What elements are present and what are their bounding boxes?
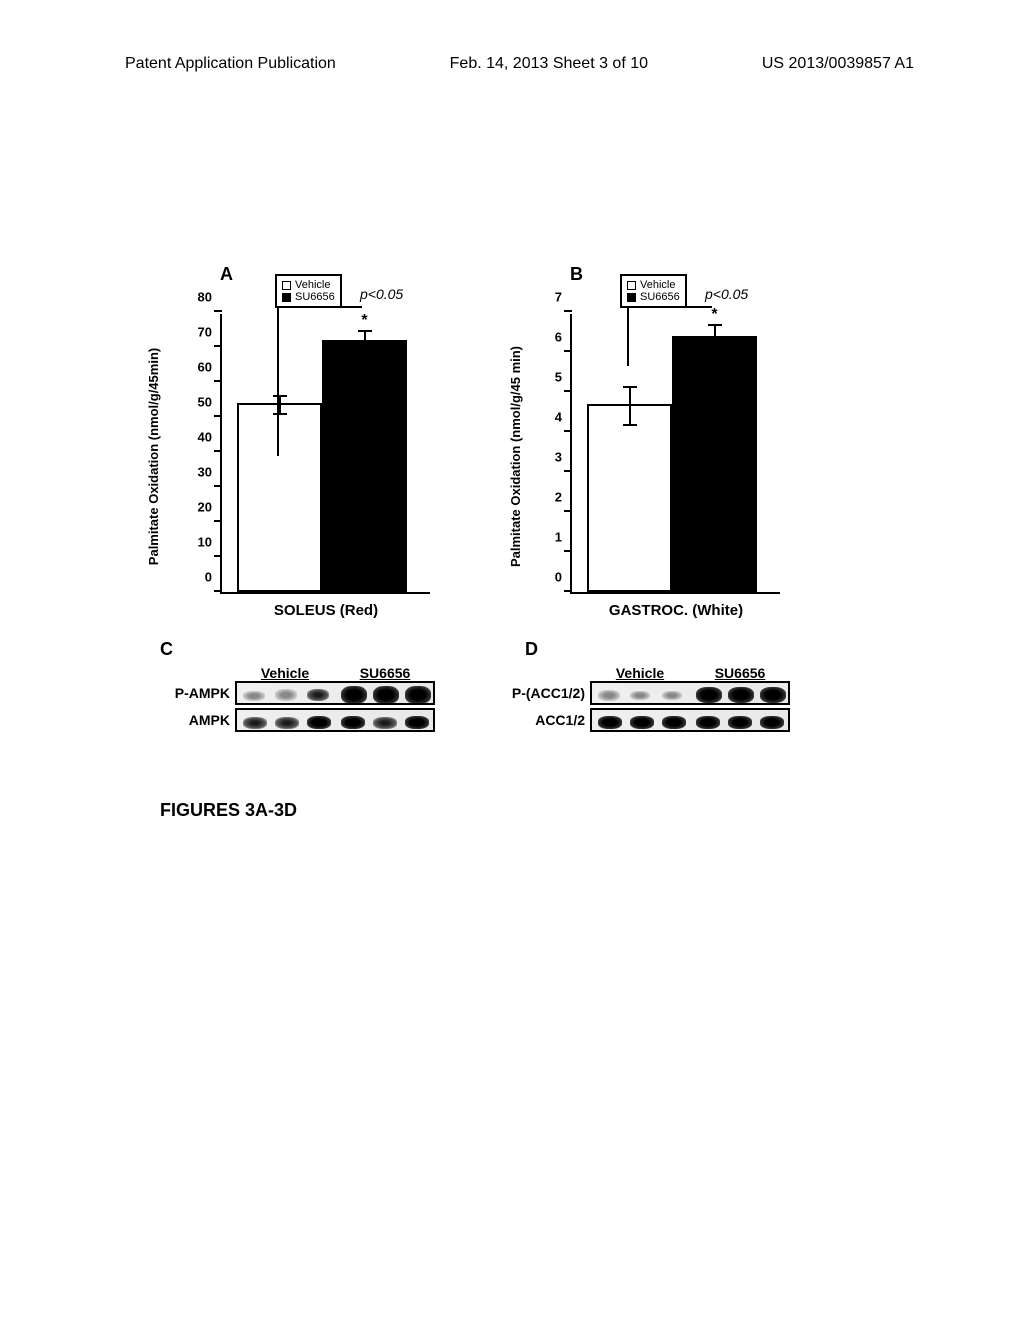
panel-a: A Vehicle SU6656 p<0.05 Palmitate Oxidat… — [160, 264, 460, 594]
panel-b-su6656-bar: * — [672, 336, 757, 592]
row-label-pampk: P-AMPK — [160, 685, 235, 701]
panel-b-ylabel: Palmitate Oxidation (nmol/g/45 min) — [508, 346, 523, 567]
charts-row: A Vehicle SU6656 p<0.05 Palmitate Oxidat… — [160, 264, 860, 594]
row-label-ampk: AMPK — [160, 712, 235, 728]
panel-b: B Vehicle SU6656 p<0.05 Palmitate Oxidat… — [515, 264, 815, 594]
col-vehicle: Vehicle — [590, 665, 690, 681]
ytick: 7 — [555, 290, 562, 305]
ytick: 0 — [555, 570, 562, 585]
ytick: 30 — [198, 465, 212, 480]
ytick: 3 — [555, 450, 562, 465]
ytick: 20 — [198, 500, 212, 515]
sig-star: * — [361, 312, 367, 330]
panel-a-xlabel: SOLEUS (Red) — [274, 602, 378, 619]
sig-bracket — [277, 306, 362, 456]
legend-vehicle-label: Vehicle — [295, 279, 330, 291]
sig-bracket — [627, 306, 712, 366]
error-bar — [629, 386, 631, 426]
panel-d-row1: P-(ACC1/2) — [495, 681, 790, 705]
legend-su6656: SU6656 — [627, 291, 680, 303]
blot-strip — [235, 681, 435, 705]
ytick: 5 — [555, 370, 562, 385]
figures-area: A Vehicle SU6656 p<0.05 Palmitate Oxidat… — [160, 264, 860, 735]
ytick: 2 — [555, 490, 562, 505]
panel-b-pvalue: p<0.05 — [705, 286, 748, 302]
col-su6656: SU6656 — [690, 665, 790, 681]
panel-c-col-labels: Vehicle SU6656 — [235, 665, 435, 681]
panel-a-legend: Vehicle SU6656 — [275, 274, 342, 308]
col-vehicle: Vehicle — [235, 665, 335, 681]
panel-c-row1: P-AMPK — [160, 681, 435, 705]
panel-d-col-labels: Vehicle SU6656 — [590, 665, 790, 681]
panel-a-pvalue: p<0.05 — [360, 286, 403, 302]
ytick: 40 — [198, 430, 212, 445]
ytick: 50 — [198, 395, 212, 410]
legend-su6656-label: SU6656 — [295, 291, 335, 303]
blot-strip — [235, 708, 435, 732]
panel-b-legend: Vehicle SU6656 — [620, 274, 687, 308]
panel-c-row2: AMPK — [160, 708, 435, 732]
su6656-swatch — [627, 293, 636, 302]
ytick: 10 — [198, 535, 212, 550]
error-cap — [623, 424, 637, 426]
ytick: 1 — [555, 530, 562, 545]
panel-c: C Vehicle SU6656 P-AMPK AMPK — [160, 639, 435, 735]
panel-a-plot: 0 10 20 30 40 50 60 70 80 — [220, 314, 430, 594]
su6656-swatch — [282, 293, 291, 302]
row-label-acc: ACC1/2 — [495, 712, 590, 728]
ytick: 0 — [205, 570, 212, 585]
panel-d: D Vehicle SU6656 P-(ACC1/2) ACC1/2 — [495, 639, 790, 735]
error-cap — [623, 386, 637, 388]
legend-vehicle: Vehicle — [627, 279, 680, 291]
vehicle-swatch — [282, 281, 291, 290]
panel-a-ylabel: Palmitate Oxidation (nmol/g/45min) — [146, 348, 161, 565]
panel-b-label: B — [570, 264, 583, 285]
panel-a-label: A — [220, 264, 233, 285]
header-center: Feb. 14, 2013 Sheet 3 of 10 — [450, 55, 648, 73]
ytick: 6 — [555, 330, 562, 345]
header-right: US 2013/0039857 A1 — [762, 55, 914, 73]
vehicle-swatch — [627, 281, 636, 290]
legend-vehicle: Vehicle — [282, 279, 335, 291]
blots-row: C Vehicle SU6656 P-AMPK AMPK — [160, 639, 860, 735]
ytick: 70 — [198, 325, 212, 340]
sig-star: * — [711, 306, 717, 324]
blot-strip — [590, 681, 790, 705]
panel-b-vehicle-bar — [587, 404, 672, 592]
panel-d-row2: ACC1/2 — [495, 708, 790, 732]
panel-a-chart: Palmitate Oxidation (nmol/g/45min) 0 10 … — [160, 314, 460, 594]
panel-b-xlabel: GASTROC. (White) — [609, 602, 743, 619]
col-su6656: SU6656 — [335, 665, 435, 681]
legend-vehicle-label: Vehicle — [640, 279, 675, 291]
ytick: 80 — [198, 290, 212, 305]
legend-su6656: SU6656 — [282, 291, 335, 303]
row-label-pacc: P-(ACC1/2) — [495, 685, 590, 701]
figure-caption: FIGURES 3A-3D — [160, 800, 297, 821]
ytick: 60 — [198, 360, 212, 375]
panel-b-plot: 0 1 2 3 4 5 6 7 * — [570, 314, 780, 594]
legend-su6656-label: SU6656 — [640, 291, 680, 303]
header-left: Patent Application Publication — [125, 55, 336, 73]
panel-d-label: D — [525, 639, 538, 660]
panel-c-label: C — [160, 639, 173, 660]
panel-b-chart: Palmitate Oxidation (nmol/g/45 min) 0 1 … — [515, 314, 815, 594]
ytick: 4 — [555, 410, 562, 425]
blot-strip — [590, 708, 790, 732]
